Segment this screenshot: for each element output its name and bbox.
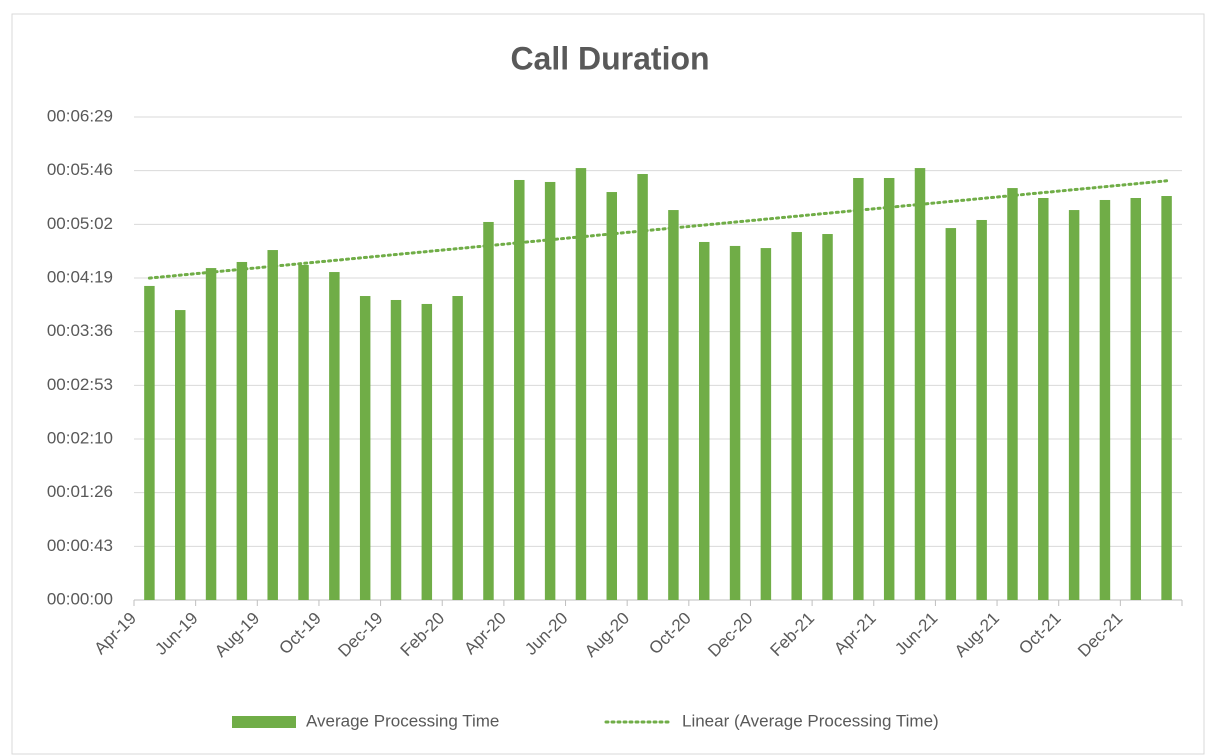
bar (390, 299, 402, 600)
bar (791, 232, 802, 600)
y-tick-label: 00:01:26 (47, 482, 113, 501)
bar (976, 219, 987, 600)
legend-swatch (232, 716, 296, 728)
bar (298, 264, 309, 600)
y-tick-label: 00:05:02 (47, 214, 113, 233)
bar (267, 250, 278, 600)
bar (174, 310, 186, 600)
bar (914, 168, 926, 601)
y-tick-label: 00:02:10 (47, 428, 113, 447)
bar (1068, 210, 1080, 601)
bar (760, 248, 772, 600)
bar (668, 210, 679, 601)
bar (236, 261, 248, 600)
bar (575, 168, 587, 601)
bar (205, 268, 217, 600)
bar (883, 177, 895, 600)
bar (483, 221, 494, 600)
bar (452, 296, 463, 600)
y-tick-label: 00:00:43 (47, 536, 113, 555)
bar (144, 285, 155, 600)
bar (945, 228, 957, 600)
bar (359, 296, 371, 600)
bar (1038, 197, 1049, 600)
y-tick-label: 00:06:29 (47, 106, 113, 125)
bar (1099, 199, 1111, 601)
y-tick-label: 00:02:53 (47, 375, 113, 394)
chart-title: Call Duration (510, 40, 709, 76)
y-tick-label: 00:04:19 (47, 267, 113, 286)
bar (729, 245, 741, 600)
y-tick-label: 00:00:00 (47, 589, 113, 608)
y-tick-label: 00:05:46 (47, 160, 113, 179)
bar (329, 272, 340, 600)
trendline (147, 179, 1169, 280)
legend-label: Average Processing Time (306, 711, 499, 730)
bar (1007, 188, 1018, 600)
bar (1130, 197, 1142, 600)
bar (514, 179, 525, 600)
y-tick-label: 00:03:36 (47, 321, 113, 340)
bar (637, 174, 648, 601)
bar (853, 177, 864, 600)
bar (606, 192, 618, 601)
legend-label: Linear (Average Processing Time) (682, 711, 939, 730)
bar (1161, 196, 1172, 600)
bar (822, 234, 833, 601)
bar (544, 181, 556, 601)
bar (698, 241, 710, 601)
bar (421, 303, 433, 600)
